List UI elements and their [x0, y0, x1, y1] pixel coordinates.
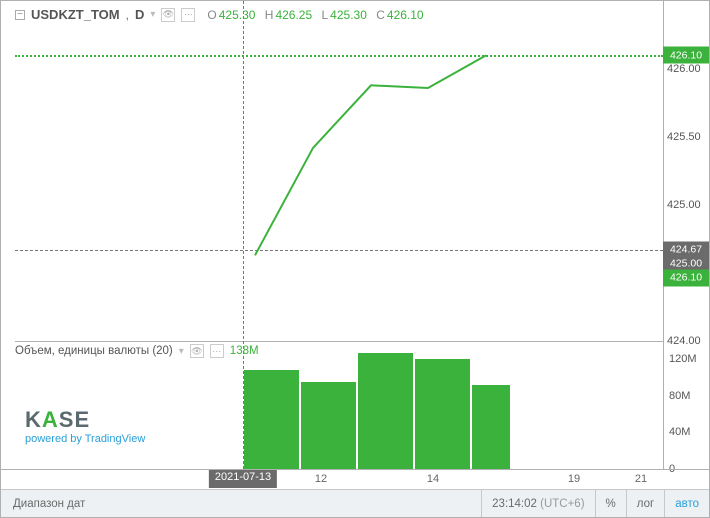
chart-legend: − USDKZT_TOM , D ▾ 👁 ⋯ O425.30 H426.25 L…	[15, 7, 424, 22]
volume-bar	[472, 385, 510, 469]
auto-toggle[interactable]: авто	[664, 490, 709, 517]
y-tick: 426.00	[667, 63, 701, 75]
volume-bar	[301, 382, 356, 469]
log-toggle[interactable]: лог	[626, 490, 664, 517]
kase-logo: KASE powered by TradingView	[25, 407, 145, 445]
x-tick: 21	[635, 473, 647, 485]
logo-subtitle: powered by TradingView	[25, 433, 145, 445]
more-icon[interactable]: ⋯	[210, 344, 224, 358]
percent-toggle[interactable]: %	[595, 490, 626, 517]
volume-bar	[415, 359, 470, 469]
date-range-button[interactable]: Диапазон дат	[1, 498, 481, 510]
volume-y-tick: 40M	[669, 426, 705, 438]
price-tag: 426.10	[663, 269, 709, 286]
x-tick: 14	[427, 473, 439, 485]
chevron-down-icon[interactable]: ▾	[150, 9, 155, 20]
price-tag: 426.10	[663, 47, 709, 64]
collapse-icon[interactable]: −	[15, 10, 25, 20]
ohlc-readout: O425.30 H426.25 L425.30 C426.10	[201, 8, 423, 22]
volume-value: 138M	[230, 345, 259, 357]
volume-pane	[15, 341, 663, 469]
chart-frame: − USDKZT_TOM , D ▾ 👁 ⋯ O425.30 H426.25 L…	[0, 0, 710, 518]
volume-y-tick: 80M	[669, 390, 705, 402]
price-line-series	[15, 1, 663, 341]
volume-label: Объем, единицы валюты (20)	[15, 345, 173, 357]
clock-readout: 23:14:02 (UTC+6)	[481, 490, 594, 517]
volume-bar	[244, 370, 299, 469]
volume-bar	[358, 353, 413, 469]
eye-icon[interactable]: 👁	[190, 344, 204, 358]
y-tick: 425.50	[667, 131, 701, 143]
x-tick: 12	[315, 473, 327, 485]
time-x-axis[interactable]: 2021-07-13 12 14 19 21	[1, 469, 709, 489]
eye-icon[interactable]: 👁	[161, 8, 175, 22]
crosshair-date-tag: 2021-07-13	[209, 470, 277, 488]
more-icon[interactable]: ⋯	[181, 8, 195, 22]
volume-legend: Объем, единицы валюты (20) ▾ 👁 ⋯ 138M	[15, 344, 259, 358]
chevron-down-icon[interactable]: ▾	[179, 346, 184, 357]
x-tick: 19	[568, 473, 580, 485]
volume-y-tick: 120M	[669, 353, 705, 365]
y-tick: 424.00	[667, 335, 701, 347]
footer-bar: Диапазон дат 23:14:02 (UTC+6) % лог авто	[1, 489, 709, 517]
y-tick: 425.00	[667, 199, 701, 211]
interval-label: D	[135, 7, 144, 22]
symbol-label[interactable]: USDKZT_TOM	[31, 7, 120, 22]
